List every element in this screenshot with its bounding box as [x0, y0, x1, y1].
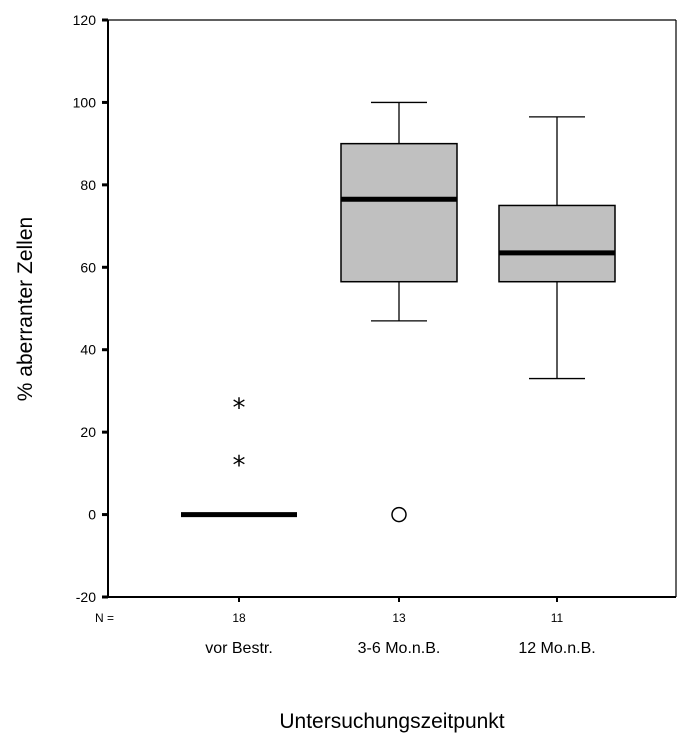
box-iqr	[340, 142, 458, 283]
y-tick-label: 0	[88, 507, 96, 523]
n-count-label: 18	[232, 611, 246, 625]
y-tick-label: 40	[80, 342, 96, 358]
plot-marks: **	[181, 101, 616, 523]
n-prefix-label: N =	[95, 611, 114, 625]
y-axis-title: % aberranter Zellen	[14, 217, 37, 401]
extreme-point: *	[233, 393, 246, 423]
extreme-point: *	[233, 451, 246, 481]
outlier-point	[391, 506, 407, 523]
y-tick-label: 20	[80, 424, 96, 440]
axes: -20 0 20 40 60 80 100 120 N = 18 13 11 vor Bestr. 3-6…	[73, 12, 677, 657]
n-count-label: 13	[392, 611, 406, 625]
x-axis-title: Untersuchungszeitpunkt	[279, 710, 504, 733]
y-tick-label: 80	[80, 177, 96, 193]
n-count-label: 11	[551, 611, 564, 625]
x-category-label: 3-6 Mo.n.B.	[358, 640, 441, 657]
x-category-label: 12 Mo.n.B.	[518, 640, 595, 657]
x-category-label: vor Bestr.	[205, 640, 273, 657]
y-tick-label: 60	[80, 259, 96, 275]
y-tick-label: 120	[73, 12, 97, 28]
box-iqr	[498, 204, 616, 283]
y-tick-label: -20	[76, 589, 96, 605]
y-tick-label: 100	[73, 94, 97, 110]
